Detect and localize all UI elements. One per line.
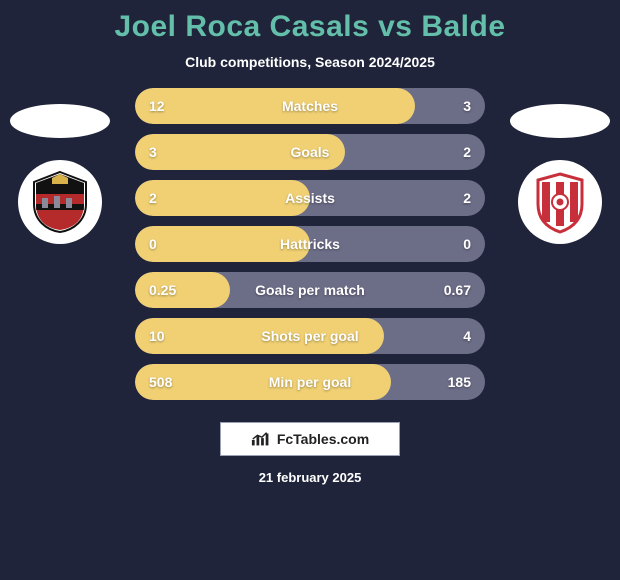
stat-label: Goals per match: [255, 282, 365, 298]
stat-row: 508 Min per goal 185: [135, 364, 485, 400]
stat-value-left: 10: [149, 328, 165, 344]
stat-label: Hattricks: [280, 236, 340, 252]
chart-icon: [251, 431, 273, 447]
stat-row: 2 Assists 2: [135, 180, 485, 216]
date-label: 21 february 2025: [0, 470, 620, 485]
shadow-oval-left: [10, 104, 110, 138]
club-badge-left: [18, 160, 102, 244]
club-badge-right: [518, 160, 602, 244]
stat-label: Assists: [285, 190, 335, 206]
stat-value-left: 12: [149, 98, 165, 114]
content-area: 12 Matches 3 3 Goals 2 2 Assists 2 0 Hattricks 0 0.2…: [0, 88, 620, 485]
stat-value-left: 3: [149, 144, 157, 160]
stat-label: Matches: [282, 98, 338, 114]
site-badge[interactable]: FcTables.com: [220, 422, 400, 456]
stat-value-left: 508: [149, 374, 172, 390]
stat-row: 0 Hattricks 0: [135, 226, 485, 262]
stat-fill: [135, 180, 310, 216]
stat-value-right: 4: [463, 328, 471, 344]
stat-label: Shots per goal: [261, 328, 358, 344]
stat-value-left: 0: [149, 236, 157, 252]
shadow-oval-right: [510, 104, 610, 138]
stat-row: 0.25 Goals per match 0.67: [135, 272, 485, 308]
stat-fill: [135, 88, 415, 124]
stat-value-right: 185: [448, 374, 471, 390]
stat-value-left: 0.25: [149, 282, 176, 298]
stat-label: Min per goal: [269, 374, 351, 390]
page-title: Joel Roca Casals vs Balde: [0, 10, 620, 44]
stat-fill: [135, 364, 391, 400]
stats-list: 12 Matches 3 3 Goals 2 2 Assists 2 0 Hattricks 0 0.2…: [135, 88, 485, 400]
stat-value-right: 0: [463, 236, 471, 252]
stat-value-right: 2: [463, 144, 471, 160]
comparison-card: Joel Roca Casals vs Balde Club competiti…: [0, 0, 620, 580]
stat-label: Goals: [291, 144, 330, 160]
stat-value-right: 0.67: [444, 282, 471, 298]
stat-row: 12 Matches 3: [135, 88, 485, 124]
stat-value-left: 2: [149, 190, 157, 206]
granada-crest-icon: [528, 170, 592, 234]
stat-value-right: 2: [463, 190, 471, 206]
stat-row: 3 Goals 2: [135, 134, 485, 170]
mirandes-crest-icon: [28, 170, 92, 234]
site-name: FcTables.com: [277, 431, 369, 447]
stat-value-right: 3: [463, 98, 471, 114]
stat-row: 10 Shots per goal 4: [135, 318, 485, 354]
subtitle: Club competitions, Season 2024/2025: [0, 54, 620, 70]
